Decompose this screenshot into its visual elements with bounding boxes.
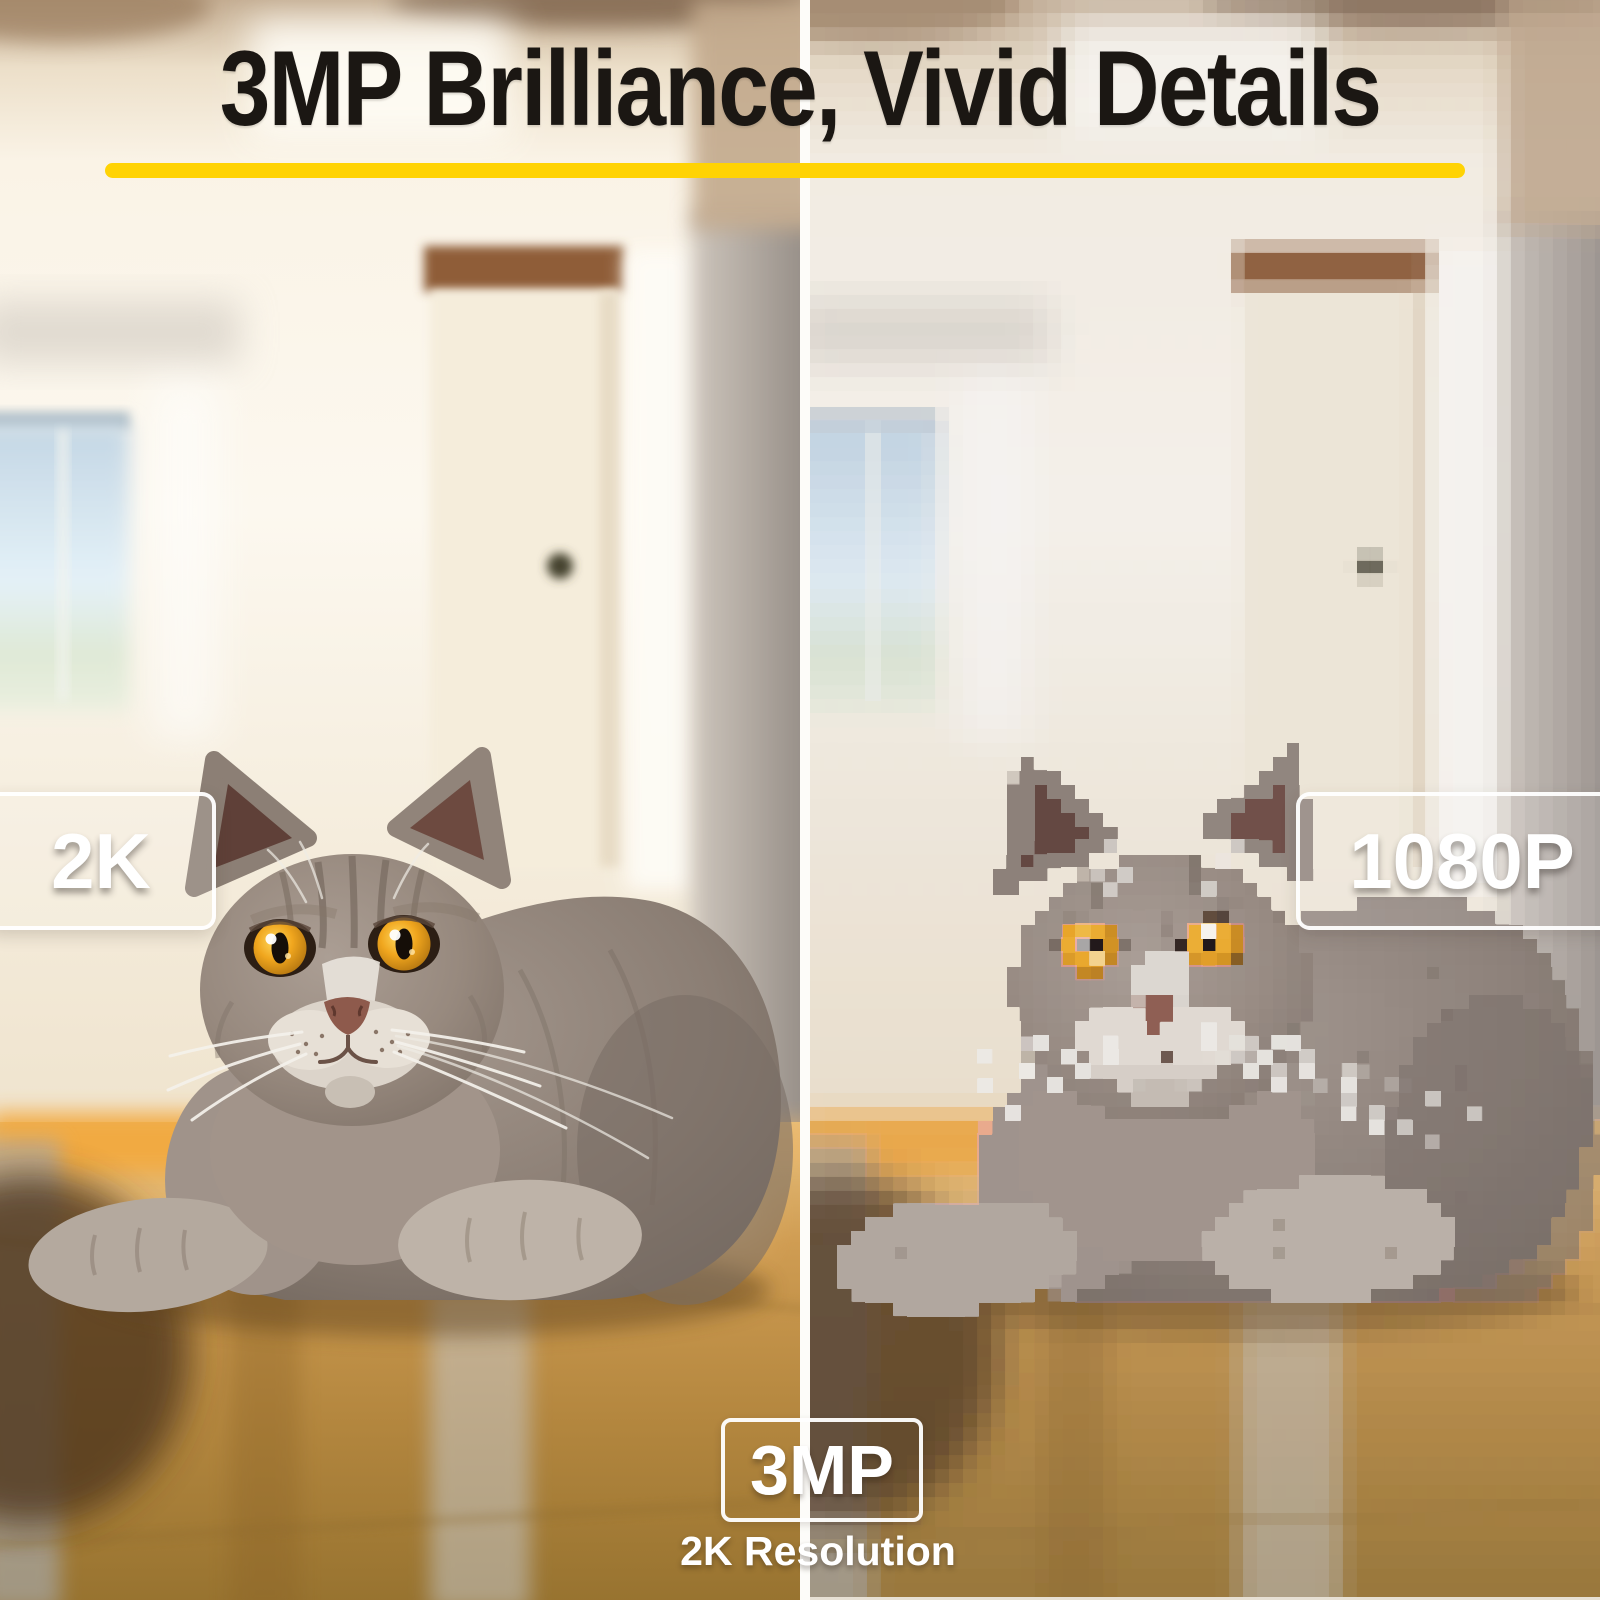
megapixel-badge: 3MP — [721, 1418, 923, 1522]
resolution-subtitle: 2K Resolution — [680, 1528, 956, 1574]
resolution-badge-2k-label: 2K — [51, 817, 151, 905]
photo-1080p-scene — [810, 0, 1600, 1600]
megapixel-badge-label: 3MP — [750, 1431, 894, 1509]
resolution-badge-2k: 2K — [0, 792, 216, 930]
panel-divider — [800, 0, 810, 1600]
photo-2k-scene — [0, 0, 800, 1600]
resolution-badge-1080p-label: 1080P — [1349, 817, 1575, 905]
headline: 3MP Brilliance, Vivid Details — [219, 28, 1382, 148]
resolution-badge-1080p: 1080P — [1296, 792, 1600, 930]
photo-panel-1080p — [810, 0, 1600, 1600]
headline-underline — [105, 163, 1465, 178]
photo-panel-2k — [0, 0, 800, 1600]
